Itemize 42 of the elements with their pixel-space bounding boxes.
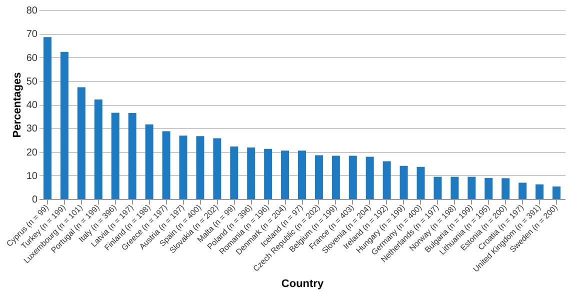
bar (552, 186, 561, 199)
x-axis-title: Country (281, 278, 324, 290)
bar (179, 136, 188, 199)
bar (366, 156, 374, 199)
bar (94, 100, 102, 199)
y-tick-label: 60 (26, 52, 38, 64)
bar (332, 156, 340, 199)
bar (348, 156, 357, 199)
y-axis-title: Percentages (11, 72, 24, 138)
bar (484, 178, 493, 199)
bar (468, 176, 476, 199)
bar (281, 150, 290, 199)
bar (382, 161, 391, 199)
bar (111, 112, 120, 199)
bar (162, 131, 170, 199)
bar (145, 124, 154, 199)
y-tick-label: 70 (26, 29, 38, 40)
bar (314, 155, 323, 199)
y-tick-label: 40 (26, 100, 38, 111)
bar (247, 148, 256, 199)
y-tick-label: 30 (26, 124, 38, 135)
bar (128, 113, 136, 199)
bar (230, 146, 238, 199)
bar (196, 136, 204, 199)
bar (400, 166, 408, 199)
bar (43, 37, 52, 199)
bar (60, 52, 68, 199)
y-tick-label: 0 (32, 194, 38, 206)
bar (518, 182, 527, 199)
bar (502, 178, 510, 199)
bar (536, 184, 544, 199)
y-tick-label: 20 (26, 147, 38, 158)
y-tick-label: 50 (26, 76, 38, 88)
bar (213, 138, 222, 199)
bar (416, 166, 425, 199)
bar (298, 150, 306, 199)
y-tick-label: 80 (26, 6, 38, 16)
bar (450, 176, 459, 199)
bar (264, 148, 272, 199)
y-tick-label: 10 (26, 170, 38, 182)
bar (434, 176, 442, 199)
bar (77, 87, 86, 199)
